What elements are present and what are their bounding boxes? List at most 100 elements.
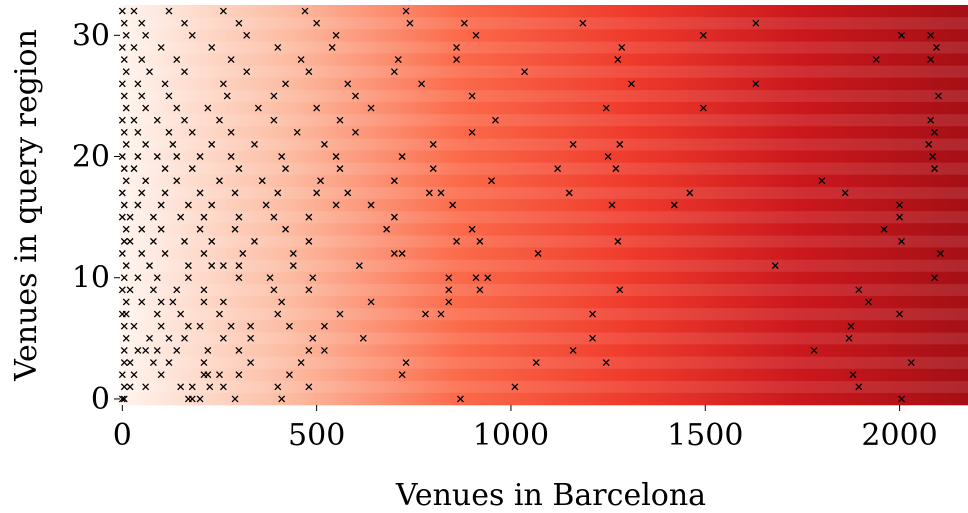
data-point <box>847 322 855 330</box>
heatmap-row <box>120 368 968 382</box>
data-point <box>146 68 153 76</box>
data-point <box>120 19 128 27</box>
data-point <box>614 56 622 64</box>
data-point <box>472 274 480 282</box>
data-point <box>297 56 305 64</box>
heatmap-row <box>120 271 968 285</box>
data-point <box>134 274 142 282</box>
data-point <box>216 371 223 379</box>
data-point <box>206 383 214 391</box>
data-point <box>138 19 146 27</box>
data-point <box>118 80 126 88</box>
data-point <box>845 334 853 342</box>
data-point <box>589 334 597 342</box>
data-point <box>165 7 173 15</box>
data-point <box>406 19 414 27</box>
data-point <box>289 262 297 270</box>
data-point <box>282 165 290 173</box>
data-point <box>352 92 359 100</box>
heatmap-row <box>120 283 968 297</box>
data-point <box>313 104 321 112</box>
heatmap-row <box>120 380 968 394</box>
data-point <box>274 383 282 391</box>
data-point <box>142 177 150 185</box>
data-point <box>122 104 130 112</box>
data-point <box>122 177 130 185</box>
heatmap-row <box>120 101 968 115</box>
heatmap-row <box>120 235 968 248</box>
data-point <box>532 359 540 367</box>
data-point <box>134 346 142 354</box>
data-point <box>247 359 255 367</box>
data-point <box>931 274 939 282</box>
data-point <box>138 298 146 306</box>
x-tick-label: 0 <box>113 418 132 453</box>
data-point <box>898 31 906 39</box>
data-point <box>569 140 577 148</box>
data-point <box>239 250 247 257</box>
data-point <box>227 128 235 136</box>
data-point <box>231 225 239 233</box>
data-point <box>196 322 204 330</box>
data-point <box>169 298 177 306</box>
data-point <box>219 334 227 342</box>
data-point <box>305 237 313 245</box>
data-point <box>771 262 779 270</box>
data-point <box>309 274 317 282</box>
data-point <box>184 322 192 330</box>
heatmap-row <box>120 198 968 212</box>
data-point <box>165 128 173 136</box>
data-point <box>927 31 935 39</box>
data-point <box>614 237 622 245</box>
data-point <box>196 153 204 160</box>
data-point <box>317 177 324 185</box>
data-point <box>320 346 328 354</box>
data-point <box>472 31 480 39</box>
heatmap-row <box>120 308 968 321</box>
data-point <box>204 371 212 379</box>
x-tick-label: 1500 <box>667 418 743 453</box>
y-axis: 0 10 20 30 <box>72 18 120 417</box>
data-point <box>188 395 196 403</box>
data-point <box>130 43 138 51</box>
data-point <box>453 43 461 51</box>
data-point <box>118 395 126 403</box>
heatmap-row <box>120 320 968 333</box>
data-point <box>130 165 138 173</box>
data-point <box>569 346 577 354</box>
data-point <box>313 189 321 197</box>
data-point <box>118 371 126 379</box>
data-point <box>219 7 227 15</box>
data-point <box>602 359 610 367</box>
data-point <box>402 7 410 15</box>
data-point <box>184 201 192 209</box>
data-point <box>352 128 359 136</box>
x-axis: 0 500 1000 1500 2000 <box>113 405 938 453</box>
heatmap-row <box>120 126 968 139</box>
data-point <box>200 286 208 294</box>
heatmap-row <box>120 174 968 188</box>
data-point <box>188 31 196 39</box>
heatmap-row <box>120 356 968 369</box>
data-point <box>181 68 188 76</box>
data-point <box>146 334 153 342</box>
data-point <box>196 395 204 403</box>
data-point <box>554 165 562 173</box>
data-point <box>243 68 251 76</box>
data-point <box>488 177 495 185</box>
heatmap-row <box>120 41 968 54</box>
data-point <box>752 80 760 88</box>
data-point <box>251 237 258 245</box>
data-point <box>235 274 243 282</box>
data-point <box>367 298 375 306</box>
data-point <box>138 56 146 64</box>
heatmap-row <box>120 162 968 175</box>
data-point <box>251 140 258 148</box>
data-point <box>274 43 282 51</box>
x-tick-label: 500 <box>288 418 345 453</box>
data-point <box>177 383 185 391</box>
data-point <box>161 80 169 88</box>
data-point <box>165 334 173 342</box>
data-point <box>933 43 940 51</box>
